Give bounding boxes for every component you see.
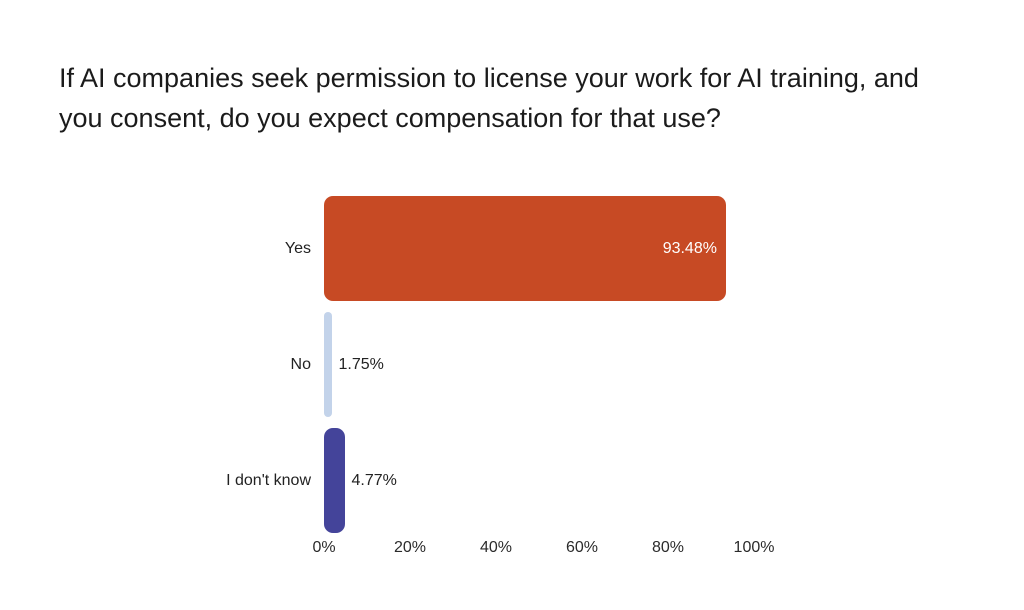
x-axis-tick-40: 40% <box>479 539 513 556</box>
x-axis-tick-80: 80% <box>651 539 685 556</box>
bar-yes: 93.48% <box>324 196 726 301</box>
value-label-yes: 93.48% <box>662 239 717 257</box>
value-label-no: 1.75% <box>338 355 384 373</box>
category-label-yes: Yes <box>284 239 311 257</box>
bar-i-don-t-know <box>324 428 345 533</box>
x-axis-tick-20: 20% <box>393 539 427 556</box>
category-label-no: No <box>290 355 311 373</box>
chart-title: If AI companies seek permission to licen… <box>59 63 919 133</box>
x-axis-tick-100: 100% <box>733 539 775 556</box>
x-axis-tick-60: 60% <box>565 539 599 556</box>
bar-chart: Yes 93.48% No 1.75% I don't know 4.77% 0% 20% 40… <box>0 196 1024 586</box>
value-label-i-don-t-know: 4.77% <box>351 471 397 489</box>
chart-row-yes: Yes 93.48% <box>0 196 1024 301</box>
chart-row-i-don-t-know: I don't know 4.77% <box>0 428 1024 533</box>
category-label-i-don-t-know: I don't know <box>226 471 311 489</box>
bar-no <box>324 312 332 417</box>
x-axis-tick-0: 0% <box>312 539 336 556</box>
chart-row-no: No 1.75% <box>0 312 1024 417</box>
